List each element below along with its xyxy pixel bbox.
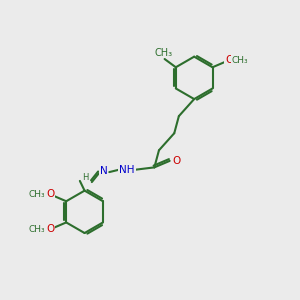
Text: H: H	[82, 173, 89, 182]
Text: O: O	[46, 224, 54, 234]
Text: O: O	[46, 190, 54, 200]
Text: O: O	[172, 156, 180, 166]
Text: CH₃: CH₃	[28, 190, 45, 199]
Text: O: O	[225, 56, 233, 65]
Text: CH₃: CH₃	[28, 225, 45, 234]
Text: CH₃: CH₃	[155, 47, 173, 58]
Text: CH₃: CH₃	[232, 56, 248, 65]
Text: N: N	[100, 166, 107, 176]
Text: NH: NH	[119, 165, 135, 175]
